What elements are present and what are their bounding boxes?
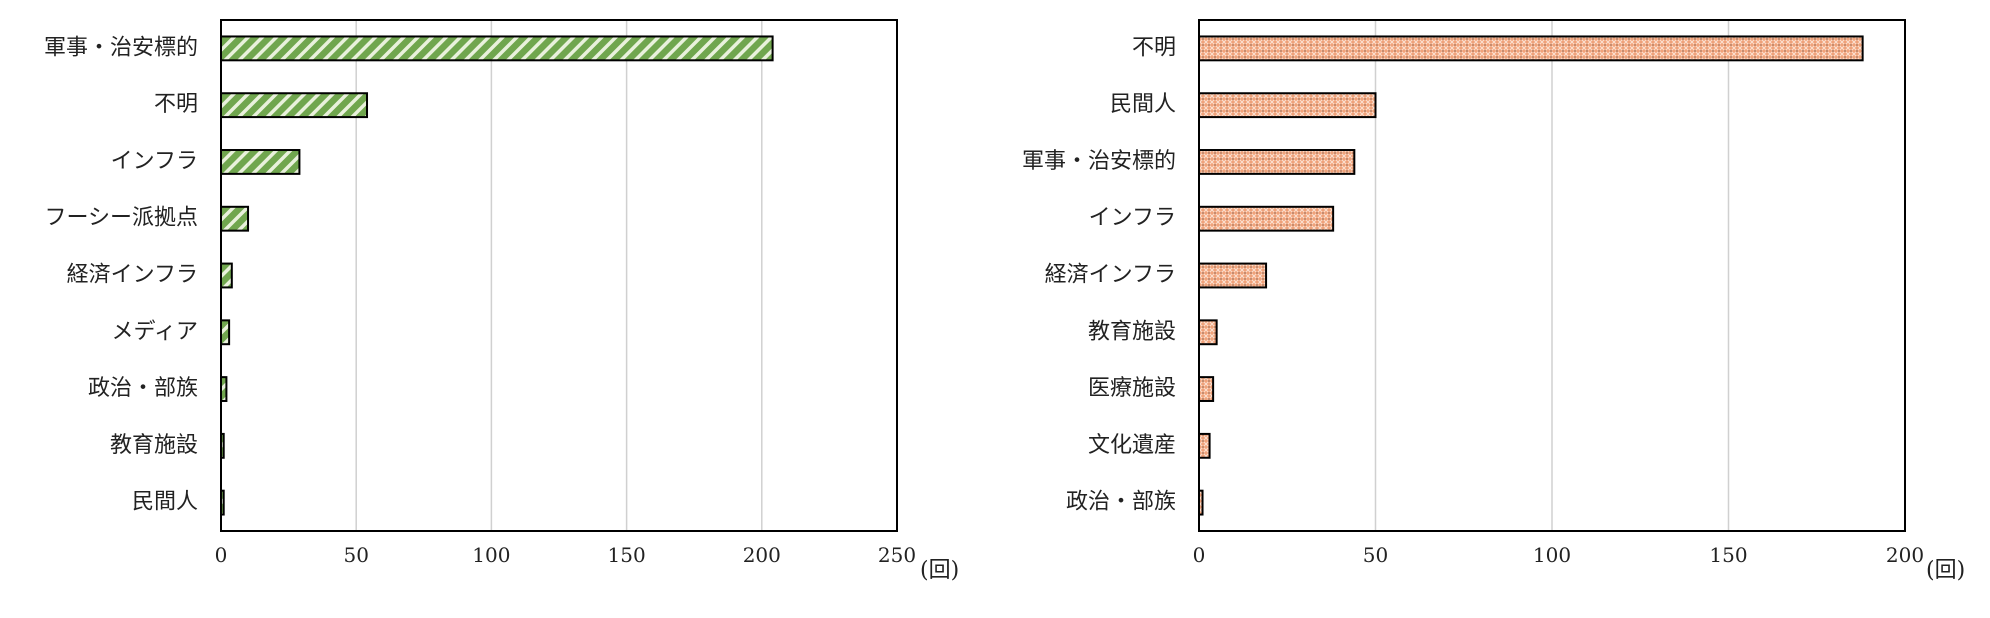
right-bar (1198, 205, 1335, 232)
right-bar (1198, 35, 1864, 62)
left-x-tick-label: 0 (215, 543, 228, 567)
right-category-label: 経済インフラ (1045, 263, 1176, 288)
right-bar (1198, 432, 1211, 459)
left-bar (220, 319, 231, 346)
left-category-label: 政治・部族 (88, 376, 198, 401)
left-x-tick-label: 150 (608, 543, 646, 567)
right-x-tick-label: 150 (1709, 543, 1747, 567)
left-x-tick-label: 50 (343, 543, 368, 567)
right-category-label: インフラ (1089, 206, 1176, 231)
right-category-label: 民間人 (1110, 92, 1176, 117)
left-bar (220, 92, 369, 119)
left-category-label: インフラ (111, 149, 198, 174)
right-bar (1198, 149, 1356, 175)
left-category-label: 民間人 (132, 490, 198, 515)
right-bar (1198, 92, 1377, 119)
right-category-label: 不明 (1132, 35, 1176, 60)
left-category-label: フーシー派拠点 (44, 206, 198, 231)
left-category-label: 不明 (154, 92, 198, 117)
right-category-label: 文化遺産 (1088, 433, 1176, 458)
left-category-label: 軍事・治安標的 (44, 35, 198, 60)
right-bar (1198, 262, 1268, 289)
left-unit-label: (回) (920, 558, 959, 583)
left-bar-chart: 軍事・治安標的不明インフラフーシー派拠点経済インフラメディア政治・部族教育施設民… (44, 19, 959, 583)
right-bar (1198, 319, 1218, 346)
left-bar (220, 35, 774, 62)
right-x-tick-label: 50 (1363, 543, 1388, 567)
right-category-label: 教育施設 (1088, 319, 1176, 344)
left-x-tick-label: 250 (878, 543, 916, 567)
right-category-label: 軍事・治安標的 (1022, 149, 1176, 174)
right-plot-frame (1198, 19, 1906, 532)
left-bar (220, 262, 233, 289)
left-bar (220, 149, 301, 175)
right-x-tick-label: 0 (1193, 543, 1206, 567)
right-category-label: 政治・部族 (1066, 490, 1176, 515)
left-bar (220, 205, 250, 232)
right-unit-label: (回) (1926, 558, 1965, 583)
right-category-label: 医療施設 (1088, 376, 1176, 401)
left-category-label: 教育施設 (110, 433, 198, 458)
left-category-label: メディア (112, 319, 198, 344)
left-category-label: 経済インフラ (67, 263, 198, 288)
right-x-tick-label: 100 (1533, 543, 1571, 567)
left-x-tick-label: 200 (743, 543, 781, 567)
left-plot-frame (220, 19, 898, 532)
right-x-tick-label: 200 (1886, 543, 1924, 567)
left-x-tick-label: 100 (472, 543, 510, 567)
right-bar (1198, 376, 1215, 402)
